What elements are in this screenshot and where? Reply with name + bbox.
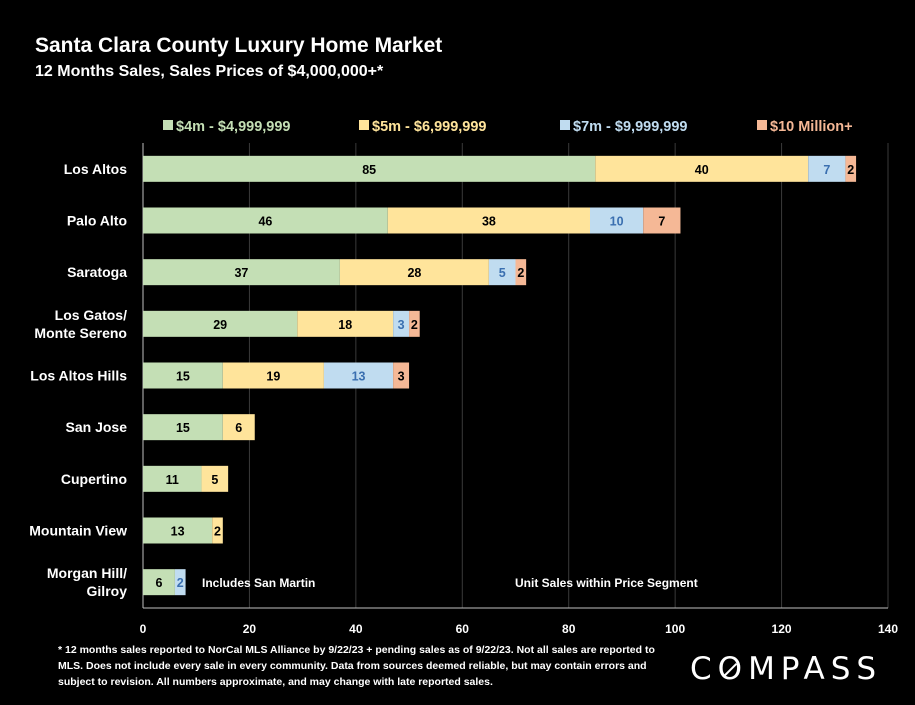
bar-segment	[845, 155, 857, 182]
bar-segment	[323, 362, 394, 389]
legend-swatch	[757, 120, 767, 130]
chart-subtitle: 12 Months Sales, Sales Prices of $4,000,…	[35, 63, 384, 80]
bar-segment	[143, 259, 340, 286]
annotation-unit-sales: Unit Sales within Price Segment	[515, 576, 698, 590]
category-label: Palo Alto	[67, 213, 127, 229]
bar-segment	[595, 155, 809, 182]
bar-segment	[143, 569, 175, 596]
category-label: Morgan Hill/Gilroy	[47, 565, 127, 599]
bar-segment	[387, 207, 590, 234]
bar-segment	[643, 207, 681, 234]
data-label: 10	[610, 215, 624, 229]
bar-segment	[222, 362, 324, 389]
stacked-bar-chart: 0 20 40 60 80 100 120 140 $4m - $4,999,999 $5m - …	[29, 119, 898, 636]
bar-segment	[212, 517, 223, 544]
data-label: 11	[166, 473, 179, 487]
data-label: 28	[407, 266, 421, 280]
x-tick-label: 140	[878, 622, 898, 636]
footnote: * 12 months sales reported to NorCal MLS…	[58, 644, 655, 688]
chart-title: Santa Clara County Luxury Home Market	[35, 34, 443, 57]
bar-segment	[143, 155, 596, 182]
data-label: 3	[398, 318, 405, 332]
data-label: 2	[177, 576, 184, 590]
legend-label: $4m - $4,999,999	[176, 119, 290, 135]
data-label: 2	[411, 318, 418, 332]
data-label: 40	[695, 163, 709, 177]
x-tick-label: 0	[140, 622, 147, 636]
category-label: Los Altos Hills	[30, 368, 127, 384]
bar-segment	[488, 259, 516, 286]
data-label: 6	[155, 576, 162, 590]
bar-segment	[808, 155, 846, 182]
bar-segment	[222, 414, 255, 441]
compass-logo: COMPASS	[690, 651, 883, 687]
data-label: 19	[266, 370, 280, 384]
bar-segment	[201, 465, 229, 492]
category-label: Los Gatos/Monte Sereno	[34, 307, 127, 341]
bar-segment	[393, 362, 410, 389]
x-tick-label: 120	[772, 622, 792, 636]
data-label: 18	[338, 318, 352, 332]
category-label: Saratoga	[67, 264, 127, 280]
data-label: 37	[234, 266, 248, 280]
x-tick-label: 20	[243, 622, 257, 636]
bar-segment	[143, 207, 388, 234]
legend-label: $10 Million+	[770, 119, 853, 135]
legend-swatch	[359, 120, 369, 130]
bar-segment	[297, 310, 394, 337]
bar-segment	[143, 414, 223, 441]
data-label: 85	[362, 163, 376, 177]
data-label: 38	[482, 215, 496, 229]
x-tick-label: 80	[562, 622, 576, 636]
category-label: Los Altos	[64, 161, 127, 177]
bar-segment	[143, 310, 298, 337]
data-label: 13	[352, 370, 366, 384]
x-tick-label: 40	[349, 622, 363, 636]
data-label: 2	[214, 525, 221, 539]
data-label: 7	[823, 163, 830, 177]
data-label: 2	[517, 266, 524, 280]
data-label: 29	[213, 318, 227, 332]
data-label: 15	[176, 421, 190, 435]
category-label: Cupertino	[61, 471, 127, 487]
legend-swatch	[560, 120, 570, 130]
x-tick-label: 100	[665, 622, 685, 636]
category-label: Mountain View	[29, 523, 127, 539]
bar-segment	[143, 465, 202, 492]
category-label: San Jose	[66, 419, 128, 435]
data-label: 7	[658, 215, 665, 229]
data-label: 13	[171, 525, 185, 539]
bar-segment	[409, 310, 420, 337]
data-label: 15	[176, 370, 190, 384]
data-label: 5	[211, 473, 218, 487]
data-label: 46	[258, 215, 272, 229]
bar-segment	[339, 259, 489, 286]
legend-label: $7m - $9,999,999	[573, 119, 687, 135]
x-tick-label: 60	[456, 622, 470, 636]
legend-label: $5m - $6,999,999	[372, 119, 486, 135]
data-label: 6	[235, 421, 242, 435]
annotation-includes-san-martin: Includes San Martin	[202, 576, 315, 590]
bar-segment	[515, 259, 527, 286]
bar-segment	[174, 569, 186, 596]
legend-swatch	[163, 120, 173, 130]
data-label: 3	[398, 370, 405, 384]
bar-segment	[143, 517, 213, 544]
data-label: 2	[847, 163, 854, 177]
bar-segment	[393, 310, 410, 337]
data-label: 5	[499, 266, 506, 280]
bar-segment	[143, 362, 223, 389]
bar-segment	[590, 207, 644, 234]
